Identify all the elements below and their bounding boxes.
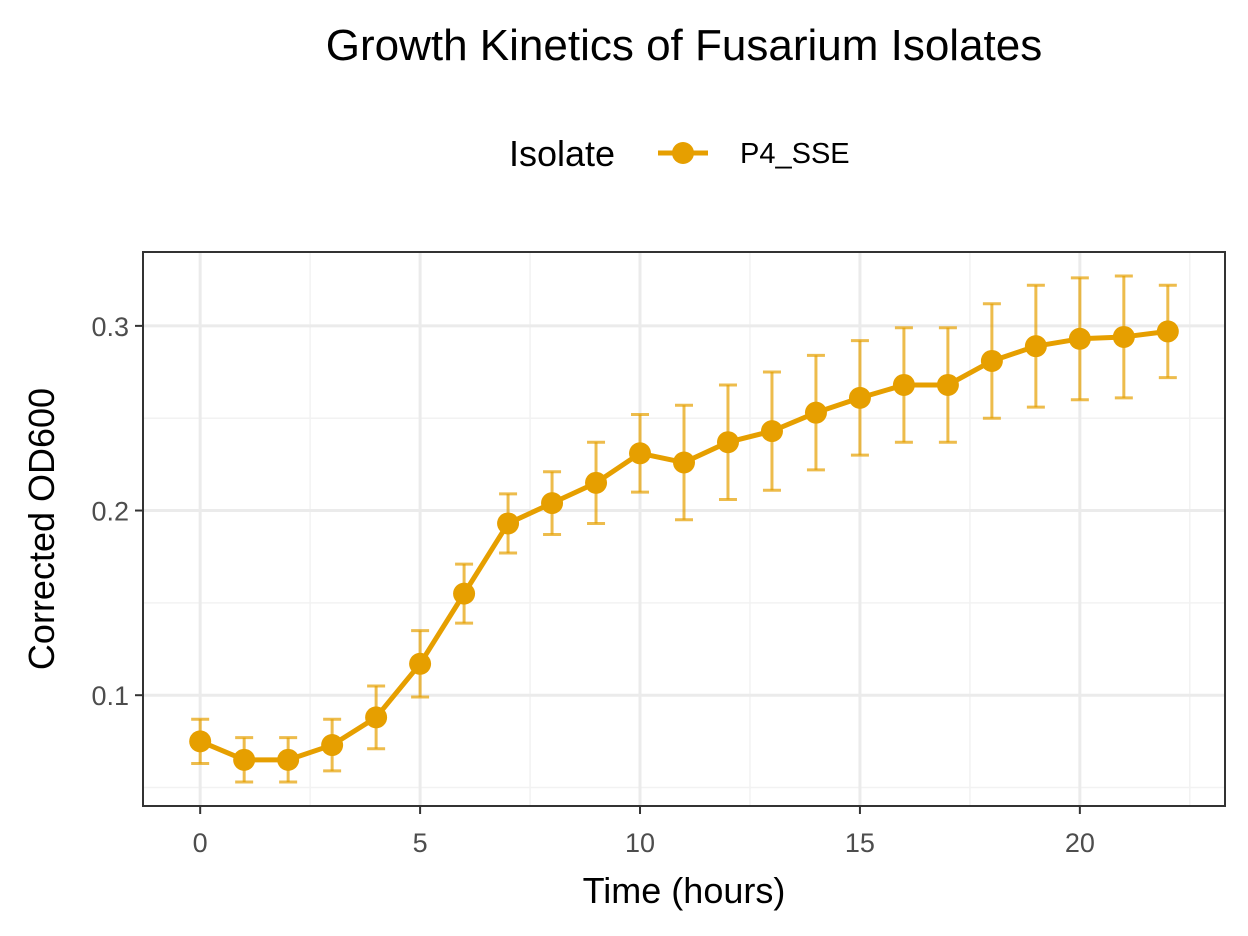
x-tick-label: 15	[845, 828, 875, 858]
data-point	[453, 582, 476, 605]
data-point	[760, 420, 783, 443]
data-point	[1068, 327, 1091, 350]
y-tick-label: 0.3	[91, 312, 129, 342]
data-point	[980, 349, 1003, 372]
y-tick-label: 0.1	[91, 681, 129, 711]
data-point	[365, 706, 388, 729]
data-point	[409, 652, 432, 675]
panel-border	[142, 251, 1226, 807]
legend-label-p4-sse: P4_SSE	[740, 138, 850, 170]
legend: Isolate P4_SSE	[509, 133, 850, 174]
data-point	[233, 748, 256, 771]
data-point	[673, 451, 695, 474]
x-axis-ticks: 0 5 10 15 20	[193, 806, 1095, 858]
x-tick-label: 0	[193, 828, 208, 858]
x-axis-title: Time (hours)	[583, 870, 786, 911]
data-point	[804, 401, 827, 424]
data-point	[541, 492, 564, 515]
data-point	[321, 734, 344, 757]
data-point	[189, 730, 212, 753]
x-tick-label: 5	[413, 828, 428, 858]
data-point	[277, 748, 300, 771]
y-axis-title: Corrected OD600	[21, 388, 62, 670]
data-point	[1156, 320, 1179, 343]
data-point	[892, 373, 915, 396]
data-point	[848, 386, 871, 409]
chart-title: Growth Kinetics of Fusarium Isolates	[326, 21, 1042, 70]
legend-key-point	[672, 142, 694, 164]
data-point	[497, 512, 520, 535]
data-point	[716, 431, 739, 454]
y-axis-ticks: 0.1 0.2 0.3	[91, 312, 143, 711]
plot-panel	[143, 252, 1225, 806]
x-tick-label: 20	[1065, 828, 1095, 858]
y-tick-label: 0.2	[91, 497, 129, 527]
data-point	[585, 471, 608, 494]
x-tick-label: 10	[625, 828, 655, 858]
data-points	[189, 320, 1179, 771]
grid-lines	[143, 252, 1225, 806]
legend-title: Isolate	[509, 133, 615, 174]
data-point	[1024, 335, 1047, 358]
data-point	[629, 442, 652, 465]
data-point	[936, 373, 959, 396]
data-point	[1112, 325, 1135, 348]
